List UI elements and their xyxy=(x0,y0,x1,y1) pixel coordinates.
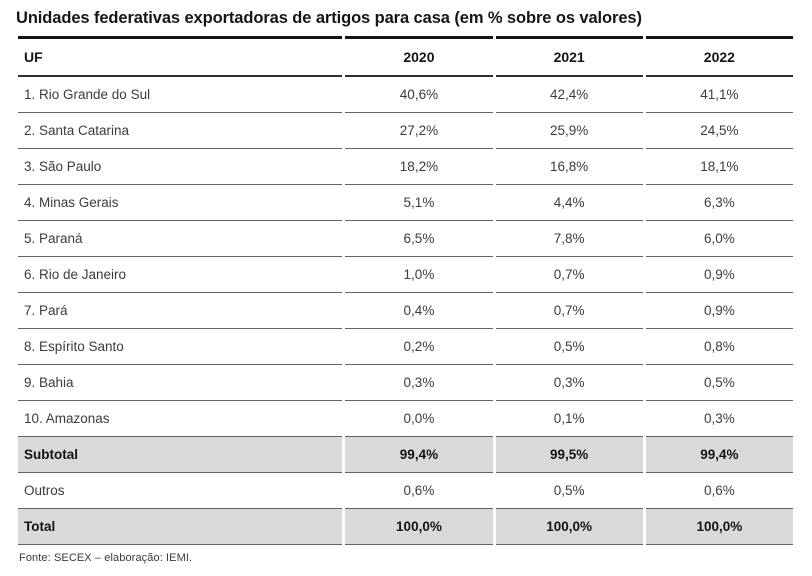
value-cell: 6,0% xyxy=(645,221,793,257)
table-header-row: UF 2020 2021 2022 xyxy=(18,36,793,77)
value-cell: 0,0% xyxy=(345,401,493,437)
uf-cell: 1. Rio Grande do Sul xyxy=(18,77,343,113)
value-cell: 100,0% xyxy=(645,509,793,545)
uf-cell: 2. Santa Catarina xyxy=(18,113,343,149)
value-cell: 0,4% xyxy=(345,293,493,329)
uf-cell: 6. Rio de Janeiro xyxy=(18,257,343,293)
table-row: 10. Amazonas 0,0% 0,1% 0,3% xyxy=(18,401,793,437)
uf-cell: 4. Minas Gerais xyxy=(18,185,343,221)
table-row: Outros 0,6% 0,5% 0,6% xyxy=(18,473,793,509)
value-cell: 18,2% xyxy=(345,149,493,185)
uf-cell: Outros xyxy=(18,473,343,509)
value-cell: 0,3% xyxy=(645,401,793,437)
source-note: Fonte: SECEX – elaboração: IEMI. xyxy=(19,552,193,564)
value-cell: 6,5% xyxy=(345,221,493,257)
value-cell: 1,0% xyxy=(345,257,493,293)
uf-cell: 5. Paraná xyxy=(18,221,343,257)
value-cell: 0,2% xyxy=(345,329,493,365)
uf-cell: Total xyxy=(18,509,343,545)
value-cell: 24,5% xyxy=(645,113,793,149)
report-page: Unidades federativas exportadoras de art… xyxy=(15,9,796,564)
value-cell: 42,4% xyxy=(495,77,643,113)
value-cell: 0,5% xyxy=(645,365,793,401)
value-cell: 0,5% xyxy=(495,329,643,365)
column-header-uf: UF xyxy=(18,36,343,77)
table-row: 5. Paraná 6,5% 7,8% 6,0% xyxy=(18,221,793,257)
table-row: 7. Pará 0,4% 0,7% 0,9% xyxy=(18,293,793,329)
value-cell: 40,6% xyxy=(345,77,493,113)
uf-cell: 7. Pará xyxy=(18,293,343,329)
value-cell: 0,5% xyxy=(495,473,643,509)
value-cell: 99,5% xyxy=(495,437,643,473)
table-row: 4. Minas Gerais 5,1% 4,4% 6,3% xyxy=(18,185,793,221)
value-cell: 0,3% xyxy=(345,365,493,401)
value-cell: 0,1% xyxy=(495,401,643,437)
value-cell: 5,1% xyxy=(345,185,493,221)
summary-row: Subtotal 99,4% 99,5% 99,4% xyxy=(18,437,793,473)
value-cell: 100,0% xyxy=(495,509,643,545)
table-row: 8. Espírito Santo 0,2% 0,5% 0,8% xyxy=(18,329,793,365)
value-cell: 6,3% xyxy=(645,185,793,221)
value-cell: 0,9% xyxy=(645,293,793,329)
value-cell: 0,7% xyxy=(495,257,643,293)
column-header-2022: 2022 xyxy=(645,36,793,77)
value-cell: 0,6% xyxy=(345,473,493,509)
page-title: Unidades federativas exportadoras de art… xyxy=(16,9,642,27)
value-cell: 16,8% xyxy=(495,149,643,185)
table-row: 9. Bahia 0,3% 0,3% 0,5% xyxy=(18,365,793,401)
uf-cell: 9. Bahia xyxy=(18,365,343,401)
uf-cell: 3. São Paulo xyxy=(18,149,343,185)
value-cell: 27,2% xyxy=(345,113,493,149)
value-cell: 25,9% xyxy=(495,113,643,149)
column-header-2021: 2021 xyxy=(495,36,643,77)
table-row: 1. Rio Grande do Sul 40,6% 42,4% 41,1% xyxy=(18,77,793,113)
value-cell: 0,3% xyxy=(495,365,643,401)
table-row: 6. Rio de Janeiro 1,0% 0,7% 0,9% xyxy=(18,257,793,293)
value-cell: 0,8% xyxy=(645,329,793,365)
value-cell: 0,7% xyxy=(495,293,643,329)
summary-row: Total 100,0% 100,0% 100,0% xyxy=(18,509,793,545)
uf-cell: 10. Amazonas xyxy=(18,401,343,437)
value-cell: 0,9% xyxy=(645,257,793,293)
uf-cell: Subtotal xyxy=(18,437,343,473)
column-header-2020: 2020 xyxy=(345,36,493,77)
export-share-table: UF 2020 2021 2022 1. Rio Grande do Sul 40… xyxy=(15,36,796,545)
value-cell: 0,6% xyxy=(645,473,793,509)
value-cell: 41,1% xyxy=(645,77,793,113)
value-cell: 99,4% xyxy=(345,437,493,473)
uf-cell: 8. Espírito Santo xyxy=(18,329,343,365)
table-row: 3. São Paulo 18,2% 16,8% 18,1% xyxy=(18,149,793,185)
table-row: 2. Santa Catarina 27,2% 25,9% 24,5% xyxy=(18,113,793,149)
value-cell: 100,0% xyxy=(345,509,493,545)
value-cell: 18,1% xyxy=(645,149,793,185)
value-cell: 99,4% xyxy=(645,437,793,473)
value-cell: 7,8% xyxy=(495,221,643,257)
value-cell: 4,4% xyxy=(495,185,643,221)
